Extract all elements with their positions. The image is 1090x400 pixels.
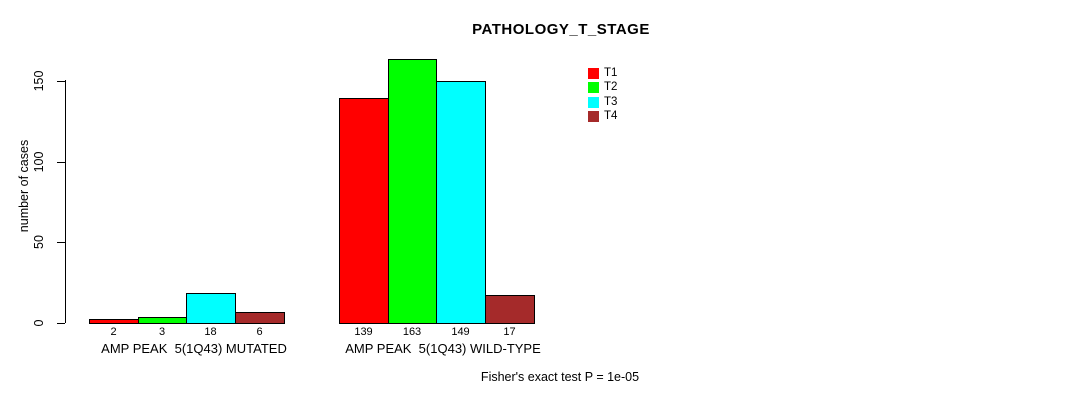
y-tick-label: 0 bbox=[32, 319, 46, 327]
bar-t1-group1 bbox=[89, 319, 139, 324]
bar-value-label: 163 bbox=[402, 326, 422, 338]
legend-item-t2: T2 bbox=[588, 81, 617, 93]
legend-label: T3 bbox=[604, 96, 618, 108]
y-tick-mark bbox=[57, 81, 65, 82]
legend: T1 T2 T3 T4 bbox=[588, 67, 708, 127]
bar-t4-group1 bbox=[235, 312, 285, 324]
legend-item-t1: T1 bbox=[588, 67, 617, 79]
bar-t3-group1 bbox=[186, 293, 236, 324]
legend-swatch-t1 bbox=[588, 67, 599, 79]
bar-value-label: 17 bbox=[503, 326, 516, 338]
bar-value-label: 2 bbox=[110, 326, 117, 338]
bar-value-label: 3 bbox=[158, 326, 166, 338]
y-tick-mark bbox=[57, 242, 65, 243]
y-tick-label: 100 bbox=[32, 151, 46, 173]
y-tick-label: 50 bbox=[32, 235, 46, 249]
bar-value-label: 149 bbox=[451, 326, 470, 338]
legend-item-t4: T4 bbox=[588, 110, 617, 122]
bar-t3-group2 bbox=[436, 81, 486, 324]
legend-swatch-t3 bbox=[588, 96, 599, 108]
category-label: AMP PEAK 5(1Q43) MUTATED bbox=[101, 341, 287, 356]
bar-t1-group2 bbox=[339, 98, 389, 324]
y-axis-label: number of cases bbox=[17, 139, 31, 233]
bar-value-label: 6 bbox=[256, 326, 263, 338]
legend-label: T2 bbox=[604, 81, 618, 93]
bar-t2-group2 bbox=[388, 59, 437, 324]
y-tick-mark bbox=[57, 162, 65, 163]
bar-t2-group1 bbox=[138, 317, 187, 324]
bar-value-label: 18 bbox=[204, 326, 217, 338]
bar-t4-group2 bbox=[485, 295, 535, 324]
legend-swatch-t4 bbox=[588, 110, 599, 122]
legend-swatch-t2 bbox=[588, 81, 599, 93]
chart-title: PATHOLOGY_T_STAGE bbox=[472, 21, 650, 38]
legend-label: T4 bbox=[604, 110, 618, 122]
bar-value-label: 139 bbox=[354, 326, 373, 338]
y-axis-line bbox=[65, 80, 66, 323]
category-label: AMP PEAK 5(1Q43) WILD-TYPE bbox=[345, 341, 541, 356]
legend-label: T1 bbox=[604, 67, 618, 79]
annotation-text: Fisher's exact test P = 1e-05 bbox=[480, 370, 640, 384]
legend-item-t3: T3 bbox=[588, 96, 617, 108]
y-tick-mark bbox=[57, 323, 65, 324]
y-tick-label: 150 bbox=[32, 70, 46, 92]
